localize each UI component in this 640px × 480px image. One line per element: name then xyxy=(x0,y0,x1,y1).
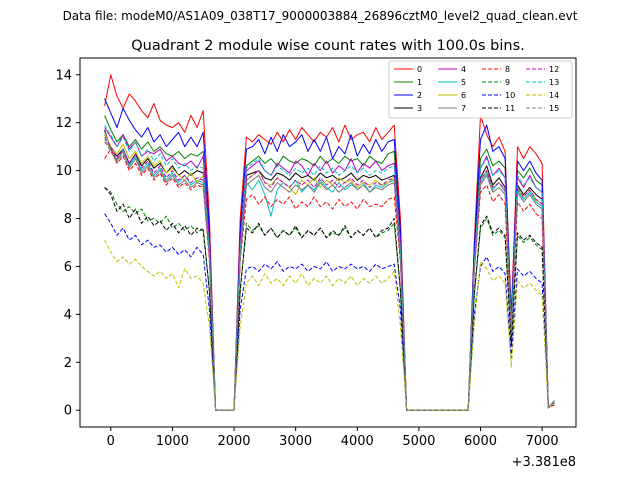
legend-label-9: 9 xyxy=(505,78,510,87)
x-tick-label: 1000 xyxy=(156,434,189,449)
legend-label-4: 4 xyxy=(461,65,466,74)
plot-frame xyxy=(79,57,577,428)
legend-label-13: 13 xyxy=(549,78,559,87)
chart-title: Quadrant 2 module wise count rates with … xyxy=(131,38,525,54)
x-offset-label: +3.381e8 xyxy=(512,455,576,470)
series-line-0 xyxy=(104,74,555,411)
y-tick-label: 0 xyxy=(64,404,72,419)
y-tick-label: 10 xyxy=(55,164,72,179)
y-tick-label: 6 xyxy=(64,260,72,275)
legend-label-6: 6 xyxy=(461,91,466,100)
x-tick-label: 2000 xyxy=(217,434,250,449)
data-file-label: Data file: modeM0/AS1A09_038T17_90000038… xyxy=(63,9,578,23)
y-tick-label: 14 xyxy=(55,68,72,83)
x-tick-label: 0 xyxy=(107,434,115,449)
legend-label-0: 0 xyxy=(417,65,422,74)
legend-label-2: 2 xyxy=(417,91,422,100)
x-tick-label: 7000 xyxy=(526,434,559,449)
series-line-1 xyxy=(104,115,555,411)
series-layer xyxy=(104,74,555,411)
x-tick-label: 6000 xyxy=(464,434,497,449)
legend-label-12: 12 xyxy=(549,65,559,74)
series-line-8 xyxy=(104,148,555,411)
y-tick-label: 2 xyxy=(64,356,72,371)
x-tick-label: 5000 xyxy=(402,434,435,449)
legend-label-10: 10 xyxy=(505,91,515,100)
legend-label-1: 1 xyxy=(417,78,422,87)
legend-label-11: 11 xyxy=(505,104,515,113)
x-tick-label: 4000 xyxy=(341,434,374,449)
y-tick-label: 12 xyxy=(55,116,72,131)
series-line-14 xyxy=(104,239,555,411)
y-tick-label: 4 xyxy=(64,308,72,323)
y-axis: 0 2 4 6 8 10 12 14 xyxy=(55,68,80,419)
series-line-11 xyxy=(104,187,555,411)
legend-label-8: 8 xyxy=(505,65,510,74)
y-tick-label: 8 xyxy=(64,212,72,227)
x-axis: 0 1000 2000 3000 4000 5000 6000 7000 xyxy=(107,427,559,449)
legend-label-14: 14 xyxy=(549,91,559,100)
legend-label-7: 7 xyxy=(461,104,466,113)
legend-label-5: 5 xyxy=(461,78,466,87)
legend-frame xyxy=(388,60,573,119)
series-line-13 xyxy=(104,124,555,411)
series-line-4 xyxy=(104,127,555,411)
legend-label-15: 15 xyxy=(549,104,559,113)
series-line-2 xyxy=(104,98,555,411)
series-line-15 xyxy=(104,141,555,411)
x-tick-label: 3000 xyxy=(279,434,312,449)
series-line-10 xyxy=(104,213,555,411)
legend-label-3: 3 xyxy=(417,104,422,113)
series-line-9 xyxy=(104,187,555,411)
